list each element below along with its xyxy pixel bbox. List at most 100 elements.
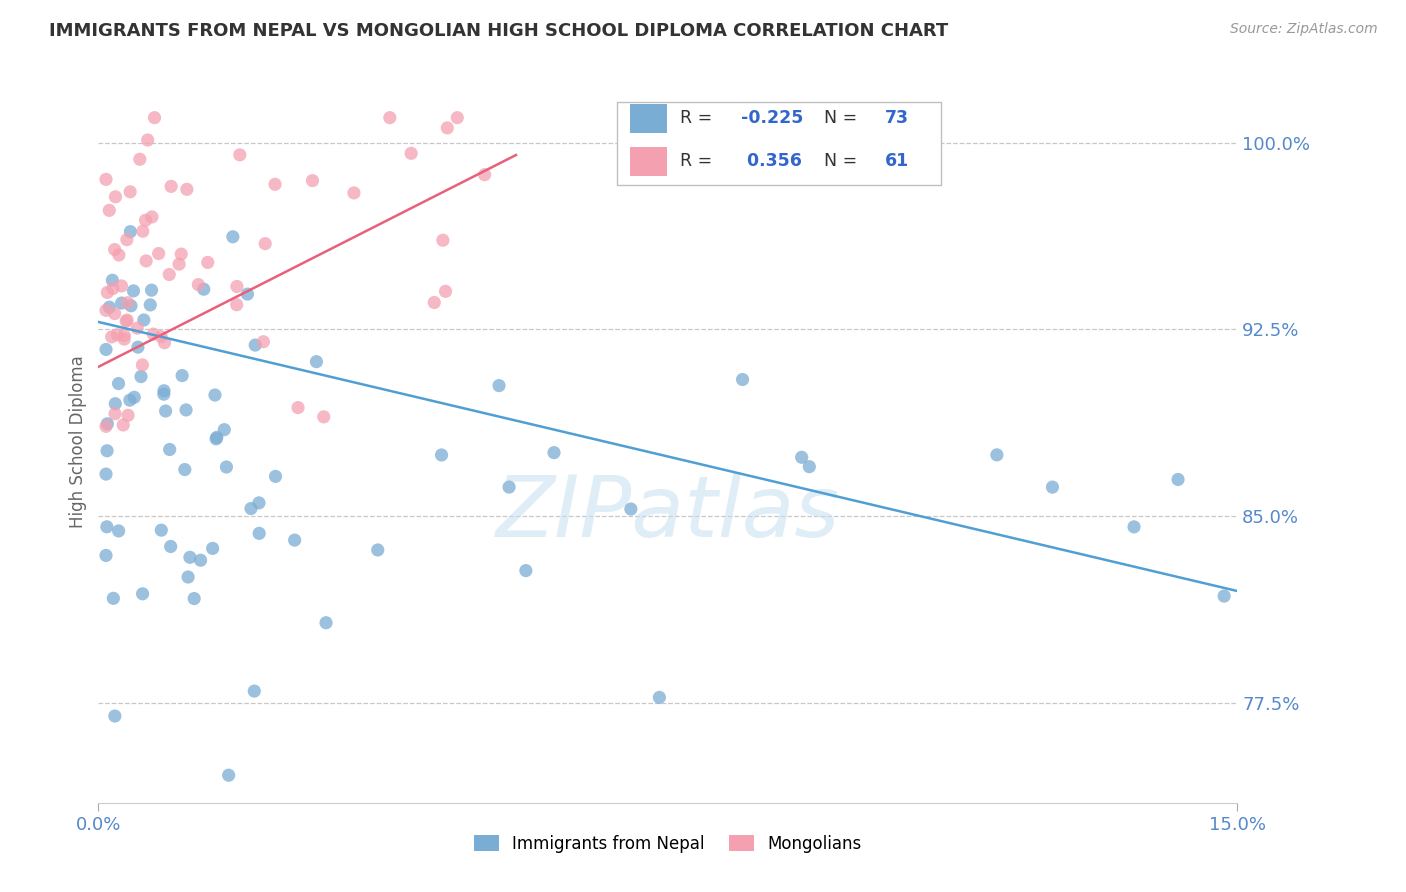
Point [252,334,274,349]
Point [173,462,195,476]
Point [399,146,422,161]
Point [153,387,176,401]
Point [222,229,245,244]
Point [96,417,118,431]
Point [1042,480,1064,494]
Point [142,327,165,342]
Point [104,190,127,204]
Point [104,407,127,421]
Point [214,423,236,437]
Point [132,224,155,238]
Text: IMMIGRANTS FROM NEPAL VS MONGOLIAN HIGH SCHOOL DIPLOMA CORRELATION CHART: IMMIGRANTS FROM NEPAL VS MONGOLIAN HIGH … [49,22,949,40]
Point [155,404,177,418]
Point [94,549,117,563]
Point [117,409,139,423]
Point [112,417,135,432]
Point [287,401,309,415]
Point [120,225,142,239]
Point [177,570,200,584]
Text: N =: N = [824,153,863,170]
Point [115,314,138,328]
FancyBboxPatch shape [617,102,941,185]
Point [103,591,125,606]
Point [94,467,117,481]
Point [150,523,173,537]
Point [240,501,263,516]
Point [254,236,277,251]
Point [94,303,117,318]
Point [226,279,249,293]
Point [218,768,240,782]
Point [117,295,139,310]
Point [731,372,754,386]
Point [243,684,266,698]
Point [112,332,135,346]
Point [498,480,520,494]
Point [153,335,176,350]
Point [790,450,813,465]
Point [432,233,454,247]
Point [120,299,142,313]
Point [132,313,155,327]
Point [98,300,121,314]
Point [167,257,190,271]
Point [436,120,458,135]
Point [104,307,127,321]
Point [127,340,149,354]
Text: 73: 73 [886,109,910,128]
Point [115,233,138,247]
Point [143,111,166,125]
Point [136,133,159,147]
Point [150,329,173,343]
Point [378,111,401,125]
Point [187,277,209,292]
Point [215,460,238,475]
Point [183,591,205,606]
Point [423,295,446,310]
Point [107,524,129,538]
Point [112,328,135,343]
Point [305,354,328,368]
Point [170,247,193,261]
Point [312,409,335,424]
Point [104,709,127,723]
Point [225,298,247,312]
FancyBboxPatch shape [630,147,666,176]
Point [474,168,496,182]
Point [107,376,129,391]
Text: 0.356: 0.356 [741,153,801,170]
Point [131,587,153,601]
Point [94,343,117,357]
Text: Source: ZipAtlas.com: Source: ZipAtlas.com [1230,22,1378,37]
Point [172,368,194,383]
Point [543,445,565,459]
Point [247,496,270,510]
Point [1213,589,1236,603]
Point [201,541,224,556]
Point [190,553,212,567]
Point [153,384,176,398]
Text: R =: R = [681,109,718,128]
Point [1123,520,1146,534]
Point [159,442,181,457]
Point [620,502,643,516]
Text: -0.225: -0.225 [741,109,803,128]
Point [174,403,197,417]
Point [115,313,138,327]
Point [122,284,145,298]
Point [127,321,149,335]
Point [236,287,259,301]
Point [343,186,366,200]
Point [104,243,127,257]
Point [284,533,307,547]
Point [124,390,146,404]
Point [193,282,215,296]
Point [1167,473,1189,487]
Point [100,330,122,344]
Point [129,369,152,384]
Point [245,338,267,352]
Point [315,615,337,630]
Point [160,179,183,194]
Y-axis label: High School Diploma: High School Diploma [69,355,87,528]
Point [141,283,163,297]
